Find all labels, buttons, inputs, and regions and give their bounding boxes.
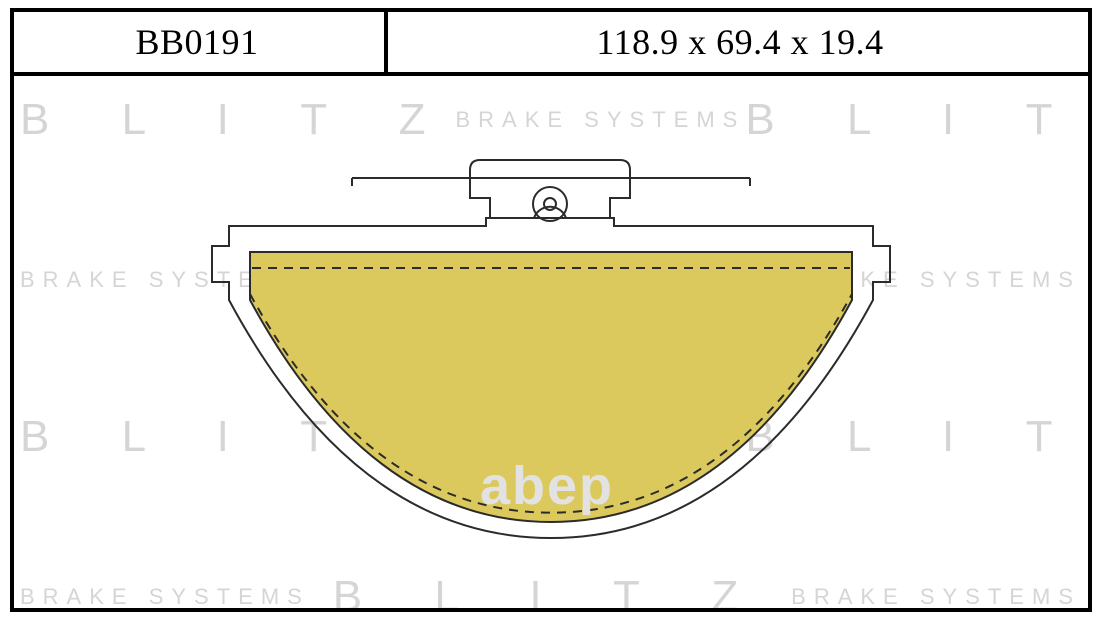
brake-pad-diagram	[0, 0, 1101, 620]
